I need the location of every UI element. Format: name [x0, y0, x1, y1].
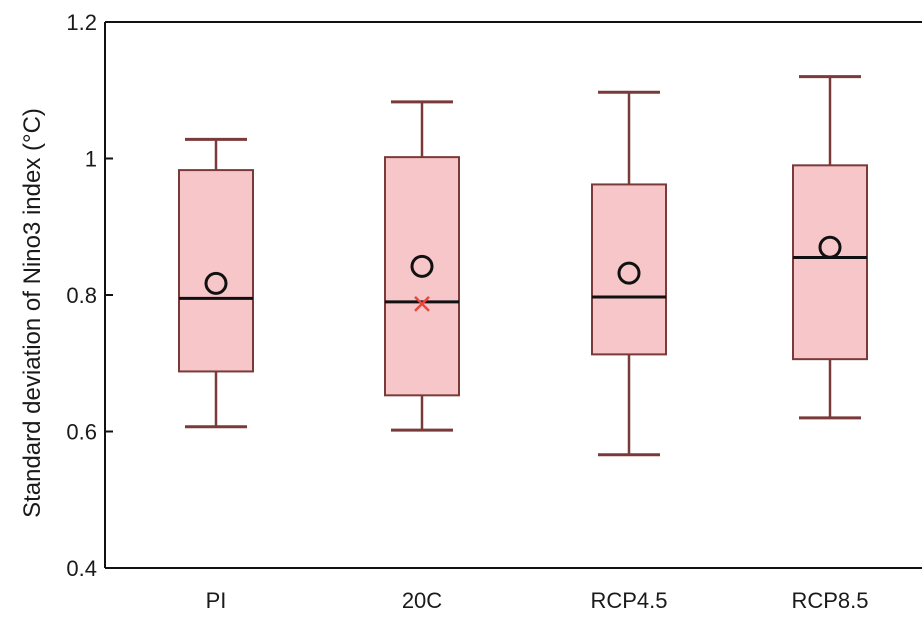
y-tick-label: 1.2: [66, 10, 97, 35]
y-tick-label: 0.6: [66, 420, 97, 445]
box-group: [178, 137, 254, 429]
x-tick-label: RCP8.5: [791, 588, 868, 613]
axes: [104, 21, 922, 569]
box-group: [792, 75, 868, 420]
x-tick-label: RCP4.5: [590, 588, 667, 613]
y-tick-label: 0.8: [66, 283, 97, 308]
x-tick-label: 20C: [402, 588, 442, 613]
mean-marker: [204, 271, 228, 295]
mean-marker: [818, 235, 842, 259]
boxes: [178, 75, 868, 457]
mean-marker: [617, 261, 641, 285]
box-group: [384, 100, 460, 432]
y-tick-label: 1: [85, 147, 97, 172]
iqr-box: [792, 164, 868, 361]
observed-marker-stroke: [414, 295, 430, 312]
box-group: [591, 90, 667, 457]
observed-marker: [414, 295, 430, 312]
tick-labels: 0.4 0.6 0.8 1 1.2 PI 20C RCP4.5 RCP8.5: [66, 10, 868, 613]
y-axis-label: Standard deviation of Nino3 index (°C): [19, 108, 46, 518]
y-tick-label: 0.4: [66, 556, 97, 581]
mean-marker: [410, 254, 434, 278]
iqr-box: [591, 183, 667, 356]
iqr-box: [178, 169, 254, 373]
x-tick-label: PI: [206, 588, 227, 613]
